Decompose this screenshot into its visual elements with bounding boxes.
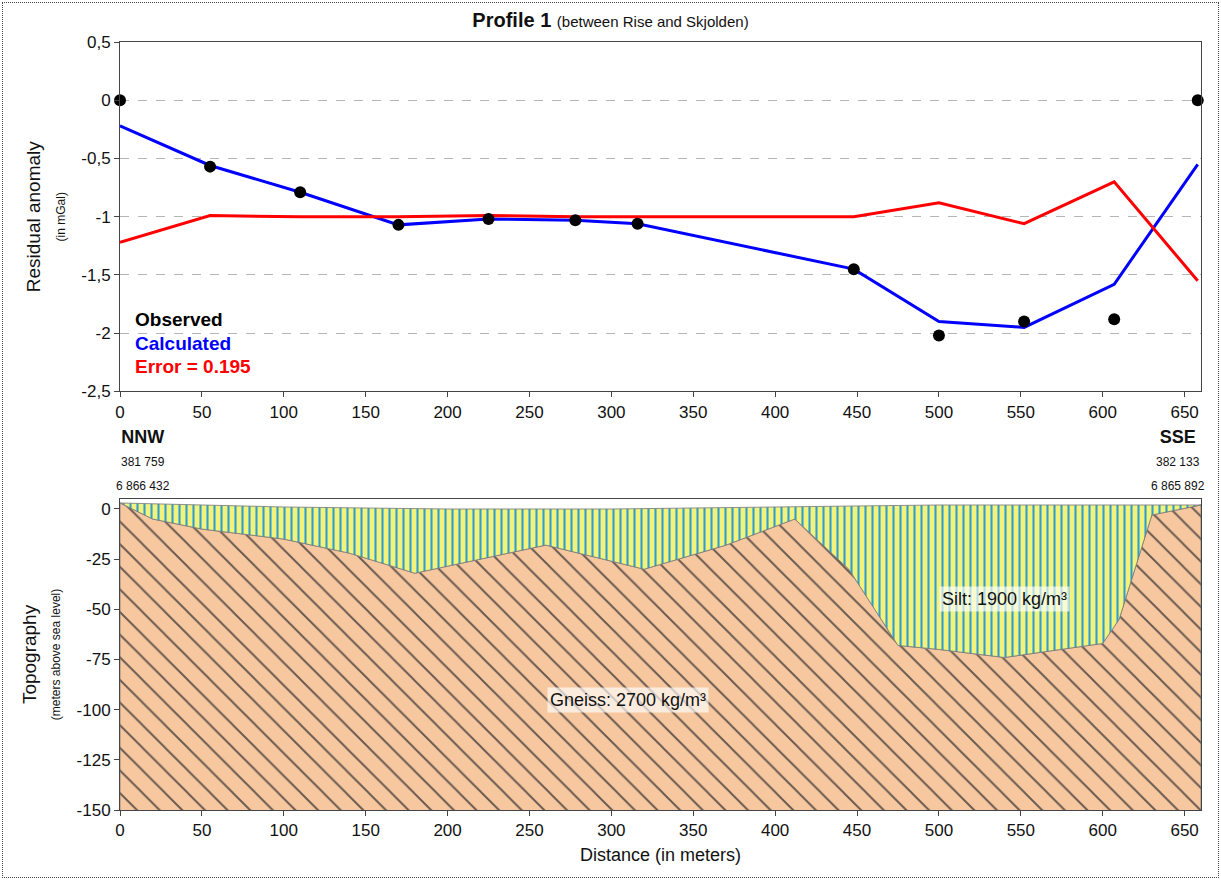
svg-text:600: 600 [1089, 403, 1117, 422]
svg-text:650: 650 [1170, 821, 1198, 840]
svg-text:50: 50 [192, 821, 211, 840]
svg-text:550: 550 [1007, 821, 1035, 840]
svg-text:100: 100 [270, 403, 298, 422]
svg-text:250: 250 [515, 403, 543, 422]
svg-text:350: 350 [679, 821, 707, 840]
svg-text:-50: -50 [86, 600, 111, 619]
svg-text:0: 0 [101, 91, 110, 110]
svg-text:0: 0 [115, 821, 124, 840]
svg-text:Calculated: Calculated [135, 333, 231, 354]
svg-text:-2,5: -2,5 [81, 382, 110, 401]
svg-text:0: 0 [101, 500, 110, 519]
svg-text:400: 400 [761, 821, 789, 840]
svg-text:Observed: Observed [135, 309, 223, 330]
svg-text:NNW381 7596 866 432: NNW381 7596 866 432 [116, 427, 170, 493]
svg-text:300: 300 [597, 821, 625, 840]
svg-text:Silt: 1900 kg/m³: Silt: 1900 kg/m³ [942, 589, 1067, 609]
svg-text:550: 550 [1007, 403, 1035, 422]
svg-text:600: 600 [1089, 821, 1117, 840]
svg-text:-125: -125 [77, 751, 111, 770]
svg-text:-100: -100 [77, 701, 111, 720]
svg-text:0: 0 [115, 403, 124, 422]
svg-text:-2: -2 [95, 324, 110, 343]
svg-text:-75: -75 [86, 650, 111, 669]
svg-text:100: 100 [270, 821, 298, 840]
svg-text:Gneiss: 2700 kg/m³: Gneiss: 2700 kg/m³ [550, 690, 706, 710]
svg-text:450: 450 [843, 821, 871, 840]
svg-text:500: 500 [925, 821, 953, 840]
svg-text:200: 200 [433, 821, 461, 840]
svg-text:350: 350 [679, 403, 707, 422]
svg-text:450: 450 [843, 403, 871, 422]
svg-text:50: 50 [192, 403, 211, 422]
svg-text:Residual anomaly(in mGal): Residual anomaly(in mGal) [23, 141, 68, 293]
svg-text:500: 500 [925, 403, 953, 422]
svg-text:SSE382 1336 865 892: SSE382 1336 865 892 [1151, 427, 1205, 493]
svg-text:150: 150 [351, 403, 379, 422]
svg-text:650: 650 [1170, 403, 1198, 422]
svg-text:400: 400 [761, 403, 789, 422]
svg-text:Distance (in meters): Distance (in meters) [580, 845, 741, 865]
svg-text:Topography(meters above sea le: Topography(meters above sea level) [19, 589, 64, 720]
svg-text:250: 250 [515, 821, 543, 840]
svg-text:Error = 0.195: Error = 0.195 [135, 356, 251, 377]
svg-text:200: 200 [433, 403, 461, 422]
svg-text:300: 300 [597, 403, 625, 422]
svg-text:0,5: 0,5 [87, 33, 111, 52]
svg-text:-1: -1 [95, 208, 110, 227]
svg-text:-25: -25 [86, 550, 111, 569]
svg-text:-1,5: -1,5 [81, 266, 110, 285]
svg-text:150: 150 [351, 821, 379, 840]
svg-text:-0,5: -0,5 [81, 149, 110, 168]
svg-text:Profile 1 (between Rise and Sk: Profile 1 (between Rise and Skjolden) [472, 9, 748, 31]
svg-text:-150: -150 [77, 801, 111, 820]
